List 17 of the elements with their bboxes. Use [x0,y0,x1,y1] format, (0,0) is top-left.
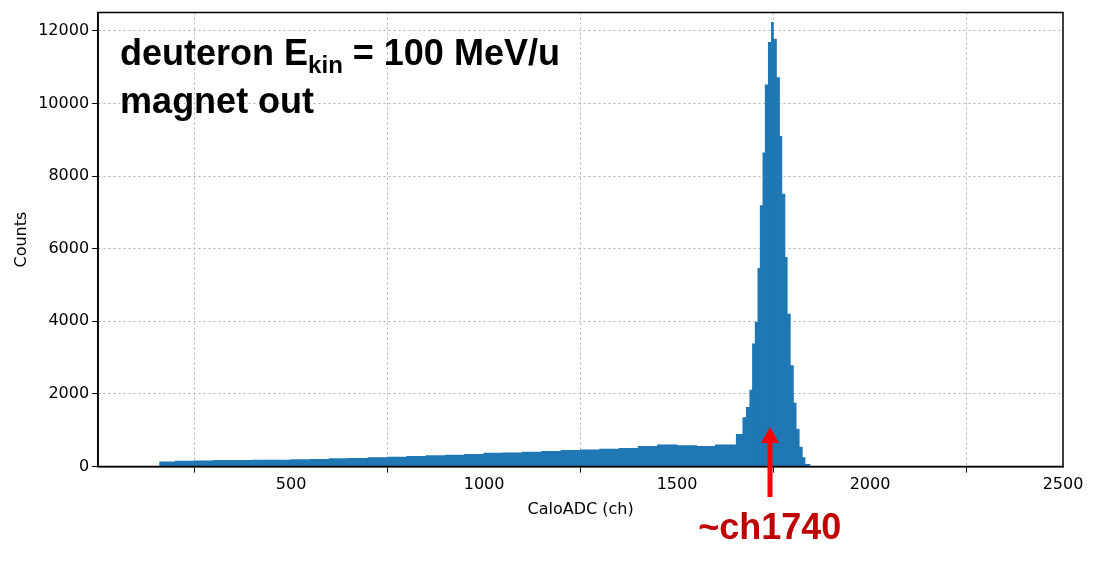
x-tick-label: 1500 [656,474,698,494]
annotation: magnet out [120,79,315,121]
y-tick-label: 12000 [38,19,90,39]
annotation: deuteron E$_{kin}$ = 100 MeV/u [120,31,560,79]
x-tick-label: 500 [275,474,307,494]
x-tick-label: 1000 [463,474,505,494]
x-tick-label: 2000 [849,474,891,494]
y-tick-label: 10000 [38,92,90,112]
annotation: ~ch1740 [698,505,842,547]
y-tick-label: 0 [78,455,90,475]
y-tick-label: 8000 [48,165,90,185]
x-axis-title: CaloADC (ch) [527,498,634,518]
y-tick-label: 6000 [48,237,90,257]
y-tick-label: 4000 [48,310,90,330]
x-tick-label: 2500 [1042,474,1084,494]
y-axis-title: Counts [10,211,30,268]
y-tick-label: 2000 [48,383,90,403]
